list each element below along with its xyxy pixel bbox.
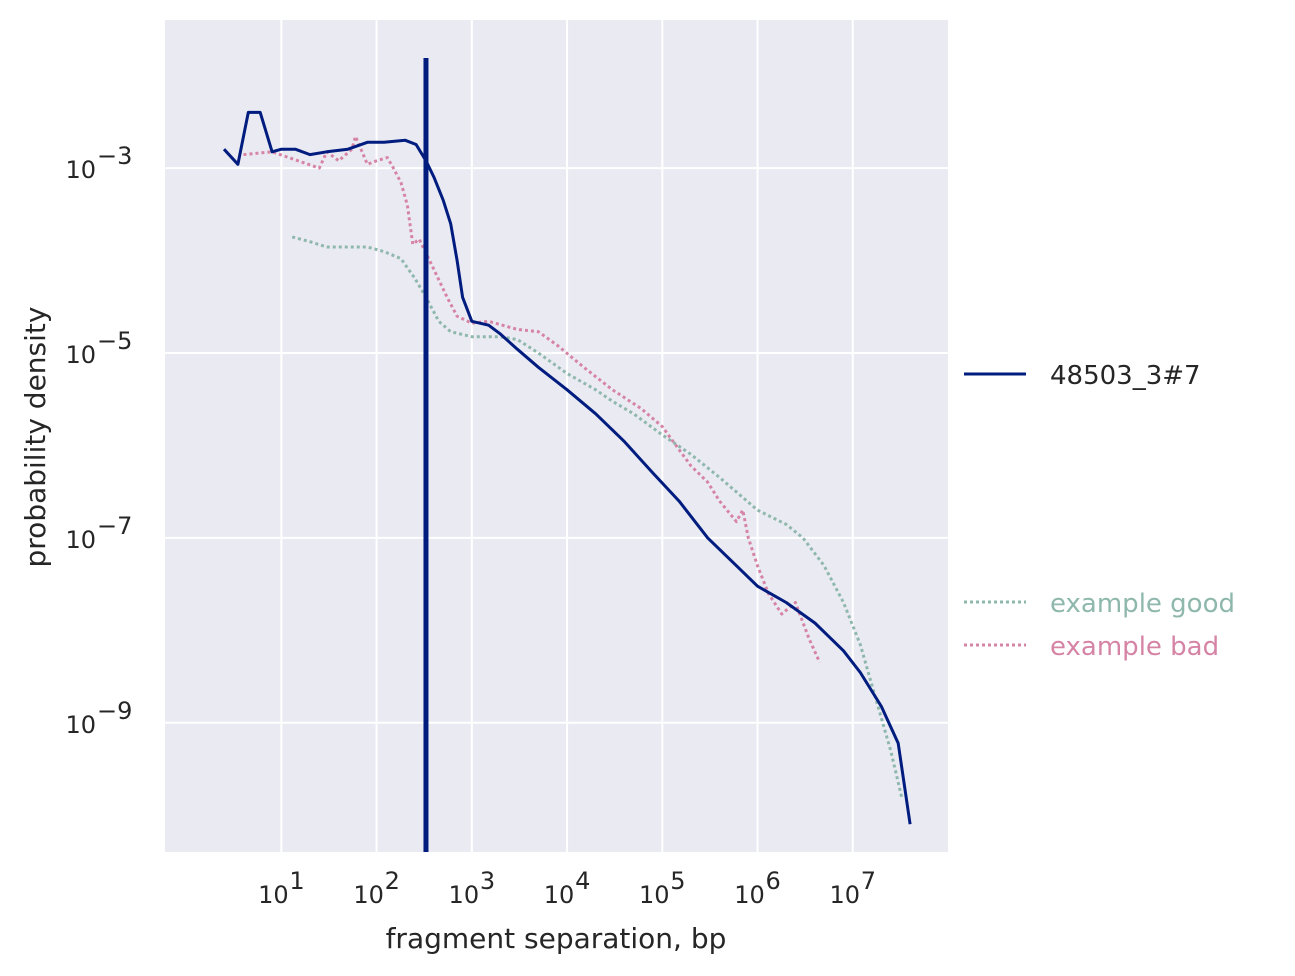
- svg-text:−3: −3: [97, 142, 132, 170]
- series-layer: [222, 110, 912, 825]
- svg-text:10: 10: [734, 881, 765, 909]
- x-tick-label: 10 7: [829, 867, 876, 909]
- svg-text:10: 10: [544, 881, 575, 909]
- svg-text:4: 4: [575, 867, 590, 895]
- x-tick-label: 10 4: [544, 867, 591, 909]
- y-tick-labels: 10−310−510−710−9: [65, 142, 132, 739]
- svg-text:−5: −5: [97, 327, 132, 355]
- svg-text:10: 10: [258, 881, 289, 909]
- svg-text:5: 5: [670, 867, 685, 895]
- svg-text:10: 10: [65, 156, 96, 184]
- legend-entry: 48503_3#7: [964, 361, 1201, 391]
- x-tick-label: 10 6: [734, 867, 781, 909]
- svg-text:10: 10: [65, 711, 96, 739]
- svg-text:10: 10: [449, 881, 480, 909]
- plot-area: [165, 20, 948, 852]
- legend-label: example bad: [1050, 632, 1219, 662]
- svg-text:10: 10: [353, 881, 384, 909]
- y-tick-label: 10 −5: [65, 327, 132, 369]
- svg-text:−7: −7: [97, 512, 132, 540]
- y-tick-label: 10 −9: [65, 697, 132, 739]
- legend-label: 48503_3#7: [1050, 361, 1201, 391]
- legend-entry: example bad: [964, 632, 1219, 662]
- svg-text:2: 2: [385, 867, 400, 895]
- svg-text:10: 10: [65, 526, 96, 554]
- legend-entry: example good: [964, 589, 1235, 619]
- series-line-48503-3-7: [222, 110, 912, 825]
- x-tick-label: 10 3: [449, 867, 496, 909]
- svg-text:10: 10: [829, 881, 860, 909]
- legend-label: example good: [1050, 589, 1235, 619]
- grid: [165, 20, 948, 852]
- y-tick-label: 10 −7: [65, 512, 132, 554]
- x-tick-label: 10 5: [639, 867, 686, 909]
- x-tick-label: 10 1: [258, 867, 305, 909]
- x-tick-labels: 10 1 10 2 10 3 10 4 10 5 10 6 10 7: [258, 867, 876, 909]
- svg-text:1: 1: [289, 867, 304, 895]
- x-tick-label: 10 2: [353, 867, 400, 909]
- svg-text:10: 10: [65, 341, 96, 369]
- svg-text:−9: −9: [97, 697, 132, 725]
- y-tick-label: 10 −3: [65, 142, 132, 184]
- svg-text:6: 6: [766, 867, 781, 895]
- svg-text:7: 7: [861, 867, 876, 895]
- y-axis-label: probability density: [19, 307, 52, 568]
- x-axis-label: fragment separation, bp: [386, 922, 727, 955]
- svg-text:10: 10: [639, 881, 670, 909]
- svg-text:3: 3: [480, 867, 495, 895]
